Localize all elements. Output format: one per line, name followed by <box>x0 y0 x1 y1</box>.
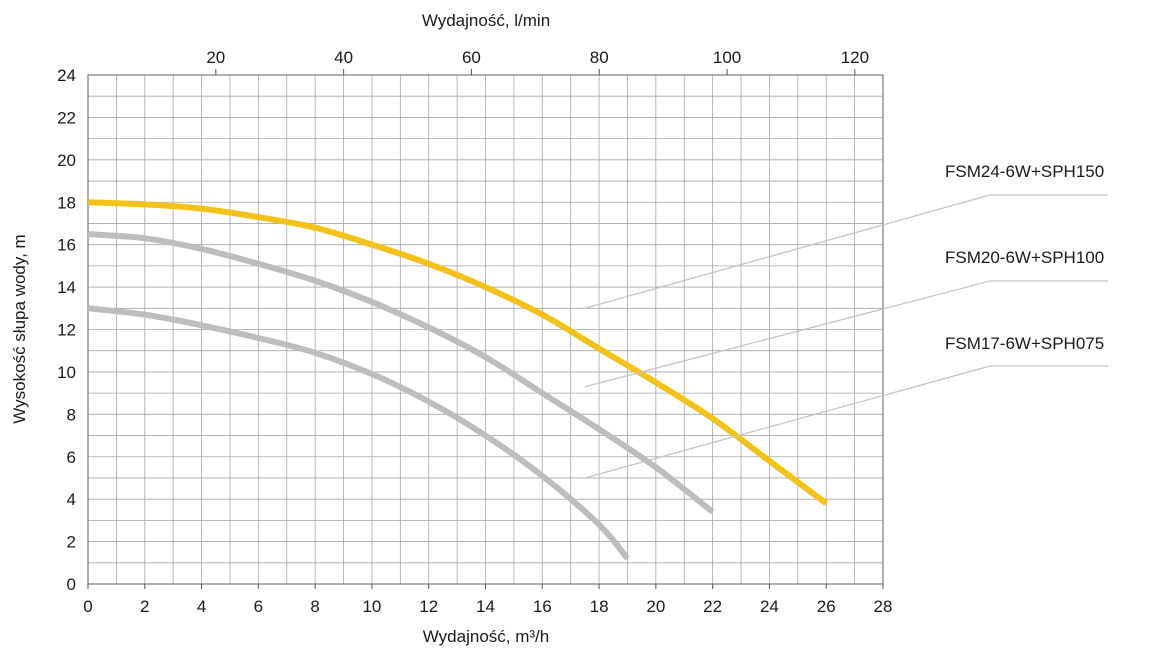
x-tick-label: 14 <box>476 597 495 616</box>
y-axis-title: Wysokość słupa wody, m <box>10 234 29 423</box>
top-tick-label: 100 <box>713 48 741 67</box>
y-tick-label: 4 <box>67 490 76 509</box>
y-tick-label: 10 <box>57 363 76 382</box>
top-axis-ticks: 20 40 60 80 100 120 <box>206 48 869 75</box>
legend-label: FSM17-6W+SPH075 <box>945 334 1104 353</box>
top-tick-label: 80 <box>590 48 609 67</box>
x-tick-label: 18 <box>590 597 609 616</box>
legend-leader-line <box>585 366 1108 478</box>
y-tick-label: 8 <box>67 405 76 424</box>
legend-label: FSM20-6W+SPH100 <box>945 248 1104 267</box>
x-tick-label: 16 <box>533 597 552 616</box>
y-tick-label: 20 <box>57 151 76 170</box>
x-tick-label: 28 <box>874 597 893 616</box>
legend: FSM24-6W+SPH150 FSM20-6W+SPH100 FSM17-6W+S… <box>945 162 1104 353</box>
y-tick-label: 24 <box>57 66 76 85</box>
y-tick-label: 12 <box>57 321 76 340</box>
top-tick-label: 20 <box>206 48 225 67</box>
x-tick-label: 8 <box>310 597 319 616</box>
x-tick-label: 10 <box>362 597 381 616</box>
y-tick-label: 14 <box>57 278 76 297</box>
x-tick-label: 20 <box>646 597 665 616</box>
y-tick-label: 6 <box>67 448 76 467</box>
y-tick-label: 16 <box>57 236 76 255</box>
y-tick-label: 2 <box>67 533 76 552</box>
y-tick-label: 18 <box>57 193 76 212</box>
y-tick-label: 0 <box>67 575 76 594</box>
x-tick-label: 12 <box>419 597 438 616</box>
x-tick-label: 24 <box>760 597 779 616</box>
x-tick-label: 2 <box>140 597 149 616</box>
series-line-fsm17-6w-sph075 <box>88 308 627 558</box>
top-tick-label: 40 <box>334 48 353 67</box>
top-axis-title: Wydajność, l/min <box>422 11 550 30</box>
top-tick-label: 60 <box>462 48 481 67</box>
legend-label: FSM24-6W+SPH150 <box>945 162 1104 181</box>
x-tick-label: 22 <box>703 597 722 616</box>
x-axis-title: Wydajność, m³/h <box>423 627 549 646</box>
x-tick-label: 0 <box>83 597 92 616</box>
top-tick-label: 120 <box>841 48 869 67</box>
x-tick-label: 4 <box>197 597 206 616</box>
y-tick-label: 22 <box>57 108 76 127</box>
x-axis-ticks: 0 2 4 6 8 10 12 14 16 18 20 22 24 26 28 <box>83 584 892 616</box>
x-tick-label: 26 <box>817 597 836 616</box>
x-tick-label: 6 <box>254 597 263 616</box>
